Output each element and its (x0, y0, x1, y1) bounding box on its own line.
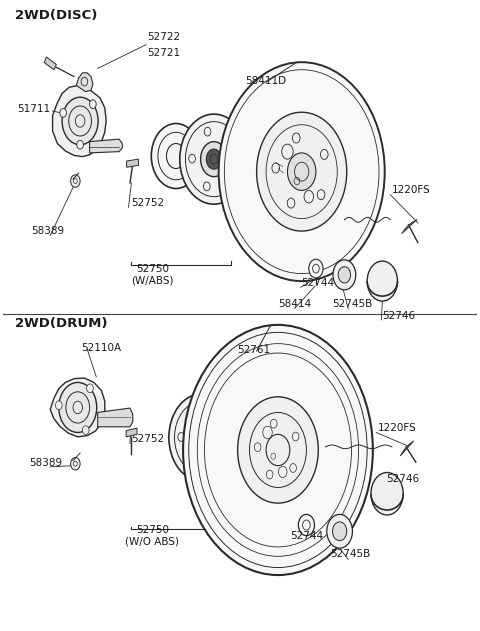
Text: 52722: 52722 (147, 32, 180, 42)
Text: 52752: 52752 (131, 198, 164, 208)
Circle shape (204, 182, 210, 191)
Circle shape (83, 426, 89, 435)
Circle shape (333, 522, 347, 541)
Circle shape (219, 62, 384, 281)
Text: 58389: 58389 (29, 458, 62, 468)
Circle shape (77, 140, 84, 149)
Polygon shape (90, 139, 122, 153)
Circle shape (299, 514, 314, 536)
Circle shape (60, 109, 67, 117)
Polygon shape (50, 378, 105, 437)
Circle shape (59, 382, 96, 432)
Circle shape (272, 163, 279, 173)
Text: 52750
(W/O ABS): 52750 (W/O ABS) (125, 525, 179, 546)
Text: 52745B: 52745B (330, 550, 371, 560)
Circle shape (216, 450, 222, 458)
Circle shape (81, 77, 88, 86)
Circle shape (338, 267, 350, 283)
Text: 52744: 52744 (301, 278, 335, 288)
Circle shape (169, 394, 235, 481)
Circle shape (317, 190, 325, 199)
Circle shape (71, 175, 80, 187)
Polygon shape (402, 220, 417, 233)
Circle shape (228, 172, 235, 181)
Circle shape (216, 417, 222, 426)
Circle shape (206, 149, 221, 169)
Text: 52752: 52752 (131, 434, 164, 444)
Text: 58411D: 58411D (245, 76, 286, 86)
Circle shape (367, 261, 397, 301)
Circle shape (192, 407, 199, 416)
Text: 52745B: 52745B (333, 299, 373, 309)
Circle shape (266, 470, 273, 479)
Circle shape (290, 464, 297, 473)
Text: 1220FS: 1220FS (378, 423, 416, 433)
Text: 52750
(W/ABS): 52750 (W/ABS) (131, 264, 173, 286)
Circle shape (254, 443, 261, 452)
Text: 2WD(DISC): 2WD(DISC) (14, 9, 97, 22)
Circle shape (90, 100, 96, 109)
Text: 52744: 52744 (290, 531, 323, 541)
Polygon shape (97, 408, 133, 427)
Circle shape (195, 428, 209, 447)
Circle shape (309, 259, 323, 278)
Circle shape (71, 457, 80, 470)
Circle shape (56, 401, 62, 410)
Text: 2WD(DRUM): 2WD(DRUM) (14, 317, 107, 330)
Polygon shape (53, 85, 106, 156)
Circle shape (228, 138, 235, 147)
Circle shape (178, 433, 184, 441)
Circle shape (201, 141, 227, 177)
Text: 52721: 52721 (147, 48, 180, 58)
Polygon shape (126, 428, 137, 437)
Circle shape (190, 422, 215, 454)
Circle shape (327, 514, 352, 548)
Circle shape (204, 127, 211, 136)
Circle shape (86, 384, 93, 392)
Text: 52761: 52761 (238, 345, 271, 355)
Text: 52746: 52746 (383, 310, 416, 321)
Polygon shape (127, 159, 138, 167)
Circle shape (257, 112, 347, 231)
Polygon shape (400, 441, 414, 456)
Circle shape (333, 260, 356, 290)
Circle shape (180, 114, 248, 204)
Polygon shape (76, 73, 93, 91)
Text: 58414: 58414 (278, 299, 311, 309)
Circle shape (192, 459, 199, 468)
Circle shape (238, 397, 318, 503)
Circle shape (151, 124, 201, 189)
Circle shape (62, 97, 98, 144)
Circle shape (288, 153, 316, 191)
Text: 52110A: 52110A (81, 343, 121, 353)
Circle shape (371, 473, 403, 515)
Circle shape (292, 432, 299, 441)
Text: 58389: 58389 (31, 226, 64, 236)
Circle shape (270, 419, 277, 428)
Text: 51711: 51711 (17, 104, 50, 114)
Circle shape (183, 325, 373, 575)
Circle shape (321, 150, 328, 160)
Polygon shape (44, 57, 56, 70)
Text: 1220FS: 1220FS (392, 186, 431, 196)
Circle shape (287, 198, 295, 208)
Circle shape (189, 154, 195, 163)
Text: 52746: 52746 (386, 475, 419, 485)
Circle shape (292, 133, 300, 143)
